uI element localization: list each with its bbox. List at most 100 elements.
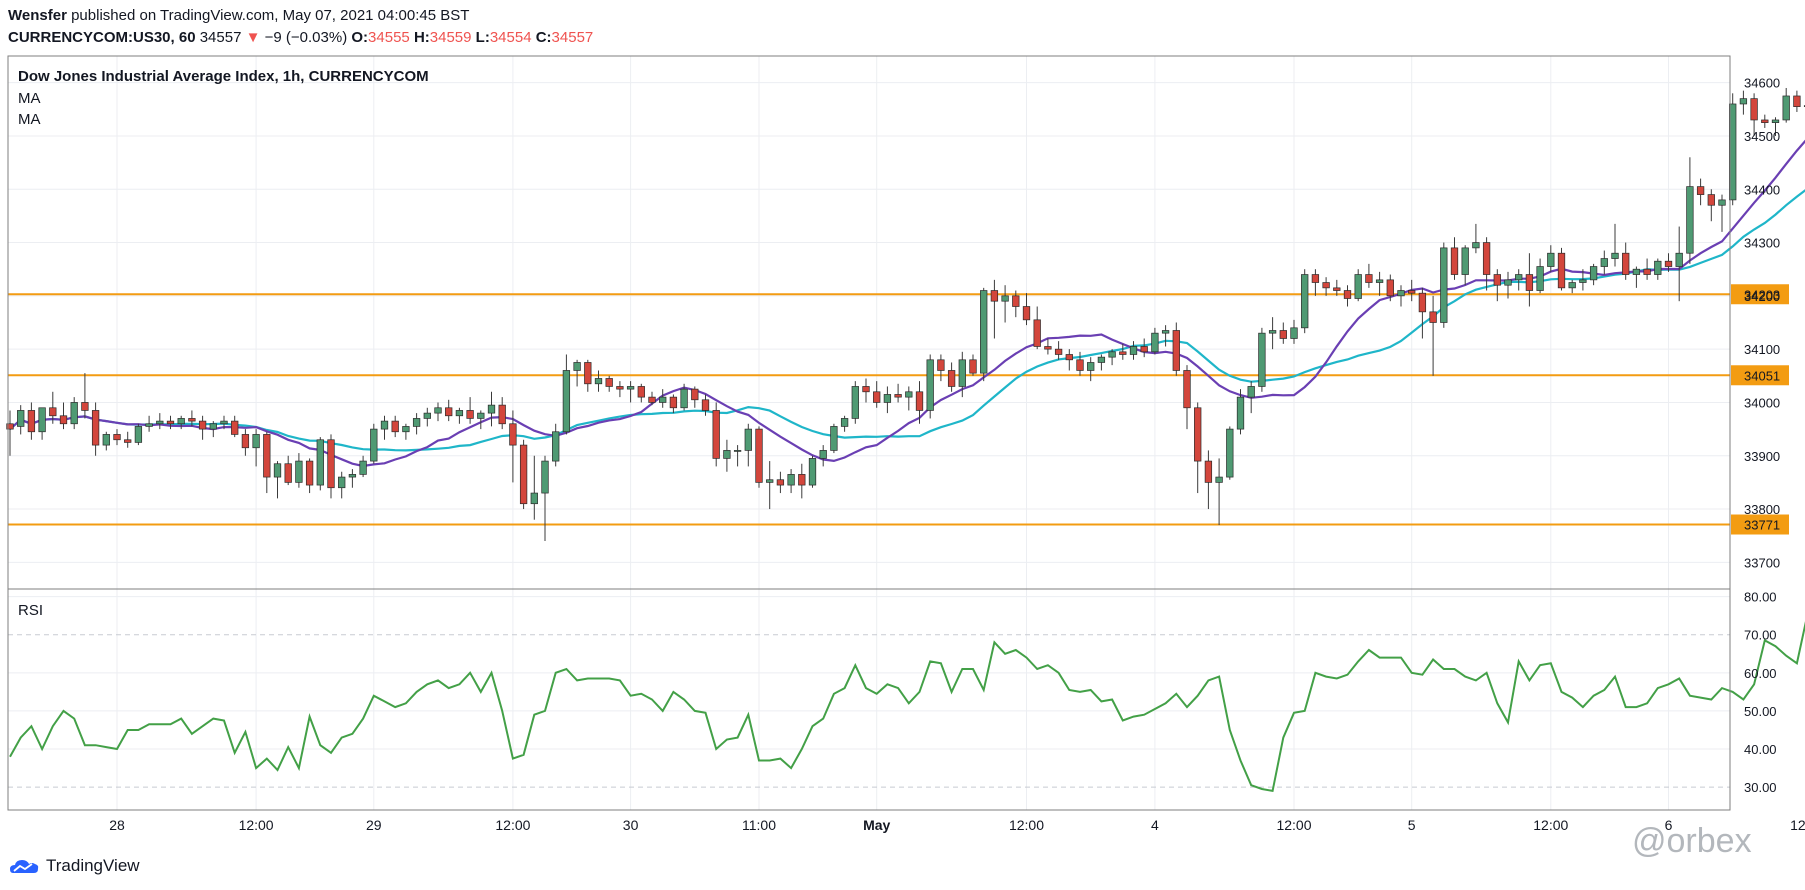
- candle-up[interactable]: [1161, 325, 1170, 347]
- candle-down[interactable]: [1493, 269, 1501, 302]
- candle-down[interactable]: [466, 397, 474, 424]
- candle-down[interactable]: [1012, 290, 1020, 318]
- candle-up[interactable]: [573, 359, 581, 387]
- candle-down[interactable]: [1557, 247, 1566, 291]
- candle-up[interactable]: [541, 455, 549, 542]
- candle-up[interactable]: [380, 415, 389, 440]
- candle-down[interactable]: [113, 429, 121, 446]
- candle-up[interactable]: [1236, 389, 1245, 435]
- candle-down[interactable]: [1429, 295, 1437, 376]
- candle-down[interactable]: [327, 434, 335, 499]
- candle-up[interactable]: [1097, 354, 1106, 371]
- candle-down[interactable]: [937, 354, 945, 382]
- candle-up[interactable]: [766, 461, 774, 510]
- candle-down[interactable]: [1622, 242, 1630, 280]
- candle-down[interactable]: [188, 410, 196, 427]
- candle-up[interactable]: [733, 445, 742, 467]
- candle-up[interactable]: [423, 407, 431, 427]
- candle-up[interactable]: [455, 407, 464, 424]
- candle-down[interactable]: [1204, 450, 1213, 510]
- candle-down[interactable]: [1418, 287, 1427, 339]
- candle-up[interactable]: [1536, 258, 1544, 294]
- candle-up[interactable]: [1718, 194, 1726, 232]
- candle-up[interactable]: [1579, 269, 1587, 291]
- candle-down[interactable]: [1450, 237, 1459, 280]
- candle-up[interactable]: [1472, 223, 1480, 254]
- candle-up[interactable]: [1600, 250, 1608, 275]
- candle-up[interactable]: [70, 397, 78, 430]
- candle-up[interactable]: [434, 402, 442, 422]
- candle-up[interactable]: [1108, 349, 1116, 366]
- candle-down[interactable]: [1140, 338, 1148, 358]
- candle-down[interactable]: [6, 410, 14, 456]
- candle-up[interactable]: [562, 354, 571, 435]
- candle-up[interactable]: [980, 287, 988, 382]
- candle-up[interactable]: [1589, 263, 1598, 286]
- candle-up[interactable]: [1087, 357, 1095, 382]
- candle-up[interactable]: [348, 469, 357, 488]
- candle-up[interactable]: [744, 423, 752, 467]
- candle-up[interactable]: [134, 423, 143, 446]
- candle-up[interactable]: [1611, 223, 1619, 267]
- candle-down[interactable]: [124, 431, 132, 448]
- candle-down[interactable]: [1643, 258, 1651, 280]
- candle-up[interactable]: [1354, 269, 1362, 302]
- candle-down[interactable]: [445, 399, 453, 422]
- candle-up[interactable]: [252, 429, 260, 467]
- candle-down[interactable]: [873, 381, 881, 408]
- candle-up[interactable]: [156, 413, 164, 430]
- candle-up[interactable]: [594, 370, 603, 392]
- candle-up[interactable]: [316, 437, 324, 491]
- candle-up[interactable]: [787, 469, 795, 494]
- candle-up[interactable]: [402, 423, 410, 440]
- candle-down[interactable]: [263, 431, 271, 494]
- candle-down[interactable]: [1664, 253, 1673, 272]
- candle-up[interactable]: [102, 431, 110, 451]
- candle-down[interactable]: [1311, 269, 1320, 296]
- candle-down[interactable]: [1183, 365, 1191, 430]
- candle-up[interactable]: [926, 354, 934, 419]
- candle-down[interactable]: [648, 391, 656, 406]
- candle-down[interactable]: [1750, 93, 1758, 136]
- candle-up[interactable]: [883, 386, 892, 414]
- candle-down[interactable]: [605, 375, 613, 392]
- candle-down[interactable]: [59, 402, 68, 430]
- candle-down[interactable]: [701, 394, 710, 416]
- candle-up[interactable]: [1568, 279, 1576, 294]
- candle-up[interactable]: [1632, 266, 1641, 288]
- candle-down[interactable]: [1482, 237, 1491, 291]
- candle-up[interactable]: [1686, 157, 1694, 264]
- candle-down[interactable]: [305, 458, 314, 494]
- candle-up[interactable]: [1771, 117, 1780, 136]
- candle-down[interactable]: [81, 373, 89, 419]
- candle-up[interactable]: [1440, 242, 1448, 328]
- candle-down[interactable]: [1044, 338, 1052, 355]
- candle-up[interactable]: [723, 439, 731, 472]
- candle-down[interactable]: [1333, 279, 1341, 296]
- candle-down[interactable]: [755, 426, 763, 488]
- candle-down[interactable]: [616, 381, 624, 398]
- candle-down[interactable]: [584, 359, 592, 392]
- candle-up[interactable]: [958, 351, 966, 398]
- candle-down[interactable]: [1172, 322, 1180, 376]
- candle-up[interactable]: [830, 423, 838, 454]
- candle-down[interactable]: [198, 415, 207, 440]
- candle-down[interactable]: [498, 397, 506, 430]
- candle-down[interactable]: [284, 455, 292, 486]
- candle-up[interactable]: [177, 415, 185, 430]
- candle-down[interactable]: [391, 415, 399, 438]
- candle-down[interactable]: [947, 362, 956, 392]
- candle-down[interactable]: [691, 386, 699, 408]
- candle-up[interactable]: [477, 410, 485, 430]
- candle-up[interactable]: [1268, 317, 1277, 350]
- candle-down[interactable]: [1194, 402, 1202, 494]
- candle-up[interactable]: [209, 421, 217, 438]
- candle-down[interactable]: [1022, 293, 1031, 326]
- candle-down[interactable]: [1408, 279, 1416, 302]
- candle-up[interactable]: [819, 445, 827, 467]
- candle-down[interactable]: [1793, 90, 1801, 112]
- candle-up[interactable]: [412, 413, 421, 435]
- candle-down[interactable]: [1696, 178, 1705, 206]
- candle-up[interactable]: [273, 461, 282, 499]
- candle-up[interactable]: [1547, 245, 1555, 272]
